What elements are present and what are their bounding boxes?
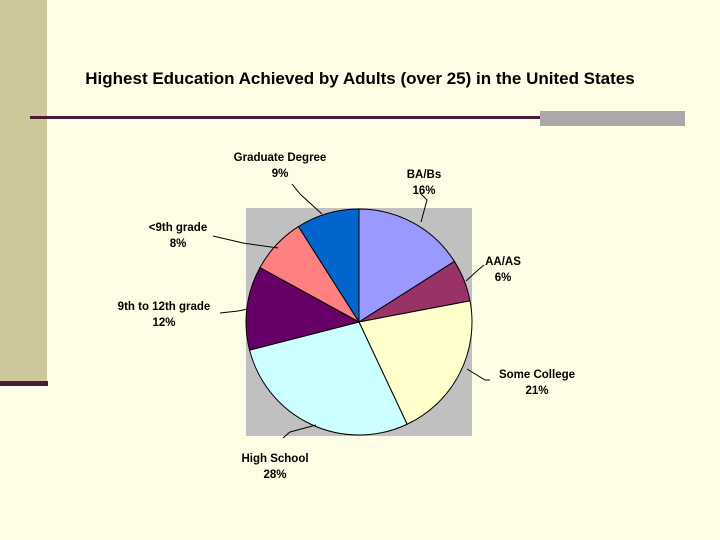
left-accent-bar	[0, 0, 47, 381]
slice-label: BA/Bs	[407, 169, 442, 181]
slice-label: 9th to 12th grade	[118, 301, 211, 313]
leader-line	[419, 192, 428, 223]
slice-percent-label: 12%	[152, 317, 175, 329]
pie-slice	[358, 300, 473, 425]
leader-line	[291, 183, 323, 215]
leader-line	[466, 368, 490, 381]
slice-label: <9th grade	[149, 222, 207, 234]
chart-title: Highest Education Achieved by Adults (ov…	[85, 69, 635, 88]
slice-percent-label: 28%	[263, 469, 286, 481]
slice-label: High School	[241, 453, 308, 465]
pie-slice	[358, 208, 456, 323]
slice-percent-label: 9%	[272, 168, 289, 180]
slice-label: AA/AS	[485, 256, 521, 268]
leader-line	[465, 264, 485, 282]
slice-percent-label: 21%	[525, 385, 548, 397]
leader-line	[212, 235, 279, 249]
slice-percent-label: 6%	[495, 272, 512, 284]
leader-line	[282, 424, 317, 439]
left-accent-rule	[0, 381, 48, 386]
slice-label: Graduate Degree	[234, 152, 327, 164]
slice-label: Some College	[499, 369, 575, 381]
title-rule	[30, 116, 685, 119]
slice-percent-label: 16%	[412, 185, 435, 197]
slice-percent-label: 8%	[170, 238, 187, 250]
leader-line	[219, 308, 249, 314]
pie-slice	[297, 208, 360, 324]
pie-slice	[248, 321, 408, 436]
pie-slice	[245, 266, 361, 351]
title-rule-block	[540, 111, 685, 126]
